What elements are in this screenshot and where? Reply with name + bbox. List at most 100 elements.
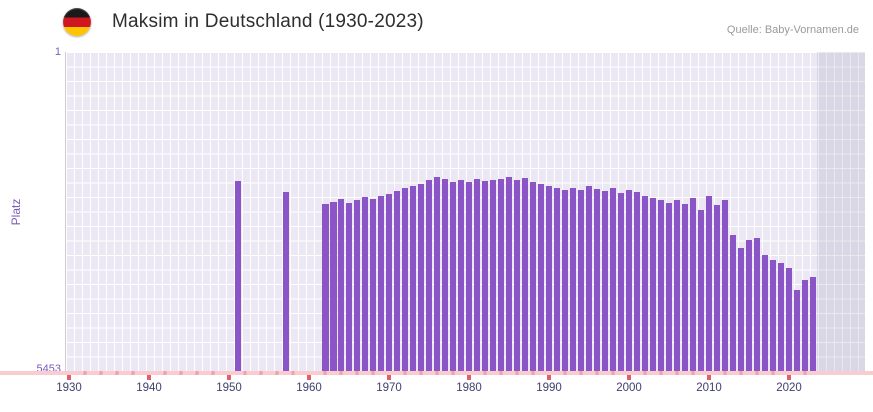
- rank-bar-2020[interactable]: [785, 267, 792, 371]
- rank-bar-1973[interactable]: [410, 185, 417, 371]
- rank-bar-1957[interactable]: [282, 191, 289, 371]
- rank-bar-1993[interactable]: [569, 187, 577, 371]
- rank-bar-1978[interactable]: [450, 181, 457, 371]
- year-slot: [625, 52, 633, 371]
- rank-bar-1989[interactable]: [538, 183, 545, 371]
- rank-bar-1992[interactable]: [561, 189, 569, 371]
- rank-bar-1985[interactable]: [506, 176, 513, 371]
- rank-bar-1977[interactable]: [442, 178, 449, 371]
- rank-bar-2014[interactable]: [737, 247, 744, 371]
- rank-bar-2003[interactable]: [649, 197, 656, 371]
- x-minor-tick: [595, 371, 599, 375]
- rank-bar-2006[interactable]: [673, 199, 680, 371]
- rank-bar-1995[interactable]: [585, 185, 592, 371]
- x-minor-tick: [259, 371, 263, 375]
- year-slot: [753, 52, 761, 371]
- rank-bar-1982[interactable]: [482, 180, 489, 371]
- rank-bar-2013[interactable]: [729, 234, 736, 371]
- year-slot: [162, 52, 170, 371]
- rank-bar-2009[interactable]: [697, 209, 704, 371]
- rank-bar-1990[interactable]: [546, 185, 553, 371]
- year-slot: [497, 52, 505, 371]
- x-major-tick: [387, 375, 391, 380]
- rank-bar-1963[interactable]: [330, 201, 337, 371]
- rank-bar-1974[interactable]: [418, 183, 425, 371]
- rank-bar-1966[interactable]: [354, 199, 361, 371]
- year-slot: [154, 52, 162, 371]
- rank-bar-2017[interactable]: [761, 254, 768, 371]
- rank-bar-2011[interactable]: [713, 204, 720, 371]
- rank-bar-1988[interactable]: [530, 181, 537, 371]
- rank-bar-1983[interactable]: [490, 179, 497, 371]
- rank-bar-1971[interactable]: [394, 190, 401, 371]
- rank-bar-2002[interactable]: [641, 195, 648, 371]
- rank-bar-2018[interactable]: [769, 260, 776, 371]
- rank-bar-2001[interactable]: [633, 191, 640, 371]
- rank-bar-1975[interactable]: [426, 179, 433, 371]
- rank-bar-2019[interactable]: [777, 263, 784, 371]
- rank-bar-2010[interactable]: [705, 195, 712, 371]
- rank-bar-2004[interactable]: [657, 199, 664, 371]
- year-slot: [809, 52, 817, 371]
- x-minor-tick: [323, 371, 327, 375]
- rank-bar-2012[interactable]: [721, 199, 728, 371]
- rank-bar-1951[interactable]: [234, 181, 241, 371]
- x-minor-tick: [611, 371, 615, 375]
- year-slot: [801, 52, 809, 371]
- rank-bar-2000[interactable]: [625, 189, 632, 371]
- rank-bar-1972[interactable]: [402, 187, 409, 371]
- rank-bar-1962[interactable]: [322, 203, 329, 371]
- x-major-tick: [307, 375, 311, 380]
- rank-bar-2023[interactable]: [809, 276, 816, 371]
- rank-bar-1991[interactable]: [554, 187, 561, 371]
- rank-bar-1999[interactable]: [617, 192, 624, 371]
- rank-bar-1998[interactable]: [609, 187, 616, 371]
- year-slot: [617, 52, 625, 371]
- year-slot: [665, 52, 673, 371]
- x-minor-tick: [291, 371, 295, 375]
- rank-bar-1994[interactable]: [577, 189, 585, 371]
- year-slot: [218, 52, 226, 371]
- rank-bar-1984[interactable]: [498, 178, 505, 371]
- rank-bar-2005[interactable]: [665, 202, 672, 371]
- rank-bar-1980[interactable]: [466, 181, 473, 371]
- rank-bar-1968[interactable]: [370, 198, 377, 371]
- rank-bar-2016[interactable]: [753, 237, 760, 371]
- rank-bar-1981[interactable]: [474, 178, 481, 371]
- x-minor-tick: [115, 371, 119, 375]
- rank-bar-1969[interactable]: [378, 195, 385, 371]
- rank-bar-1986[interactable]: [514, 179, 521, 371]
- rank-bar-1965[interactable]: [346, 202, 353, 371]
- rank-bar-1967[interactable]: [362, 196, 369, 371]
- year-slot: [545, 52, 553, 371]
- year-slot: [361, 52, 369, 371]
- rank-bar-1996[interactable]: [593, 188, 600, 371]
- year-slot: [322, 52, 330, 371]
- rank-bar-1976[interactable]: [434, 176, 441, 371]
- year-slot: [473, 52, 481, 371]
- year-slot: [649, 52, 657, 371]
- x-major-tick: [147, 375, 151, 380]
- rank-bar-1964[interactable]: [338, 198, 345, 371]
- year-slot: [409, 52, 417, 371]
- rank-bar-2015[interactable]: [745, 239, 752, 371]
- rank-bar-2007[interactable]: [681, 203, 688, 371]
- plot-area: [65, 52, 865, 371]
- x-minor-tick: [755, 371, 759, 375]
- x-major-tick: [627, 375, 631, 380]
- rank-bar-2022[interactable]: [801, 279, 808, 371]
- rank-bar-1979[interactable]: [458, 179, 465, 371]
- x-minor-tick: [531, 371, 535, 375]
- chart-header: Maksim in Deutschland (1930-2023): [63, 8, 424, 36]
- y-axis-title: Platz: [9, 198, 23, 226]
- rank-bar-2021[interactable]: [793, 289, 800, 371]
- year-slot: [82, 52, 90, 371]
- rank-bar-2008[interactable]: [689, 197, 696, 371]
- x-minor-tick: [419, 371, 423, 375]
- rank-bar-1987[interactable]: [522, 177, 529, 371]
- year-slot: [385, 52, 393, 371]
- rank-bar-1970[interactable]: [386, 193, 393, 371]
- rank-bar-1997[interactable]: [601, 190, 608, 371]
- x-axis-label-2000: 2000: [616, 382, 642, 394]
- year-slot: [266, 52, 274, 371]
